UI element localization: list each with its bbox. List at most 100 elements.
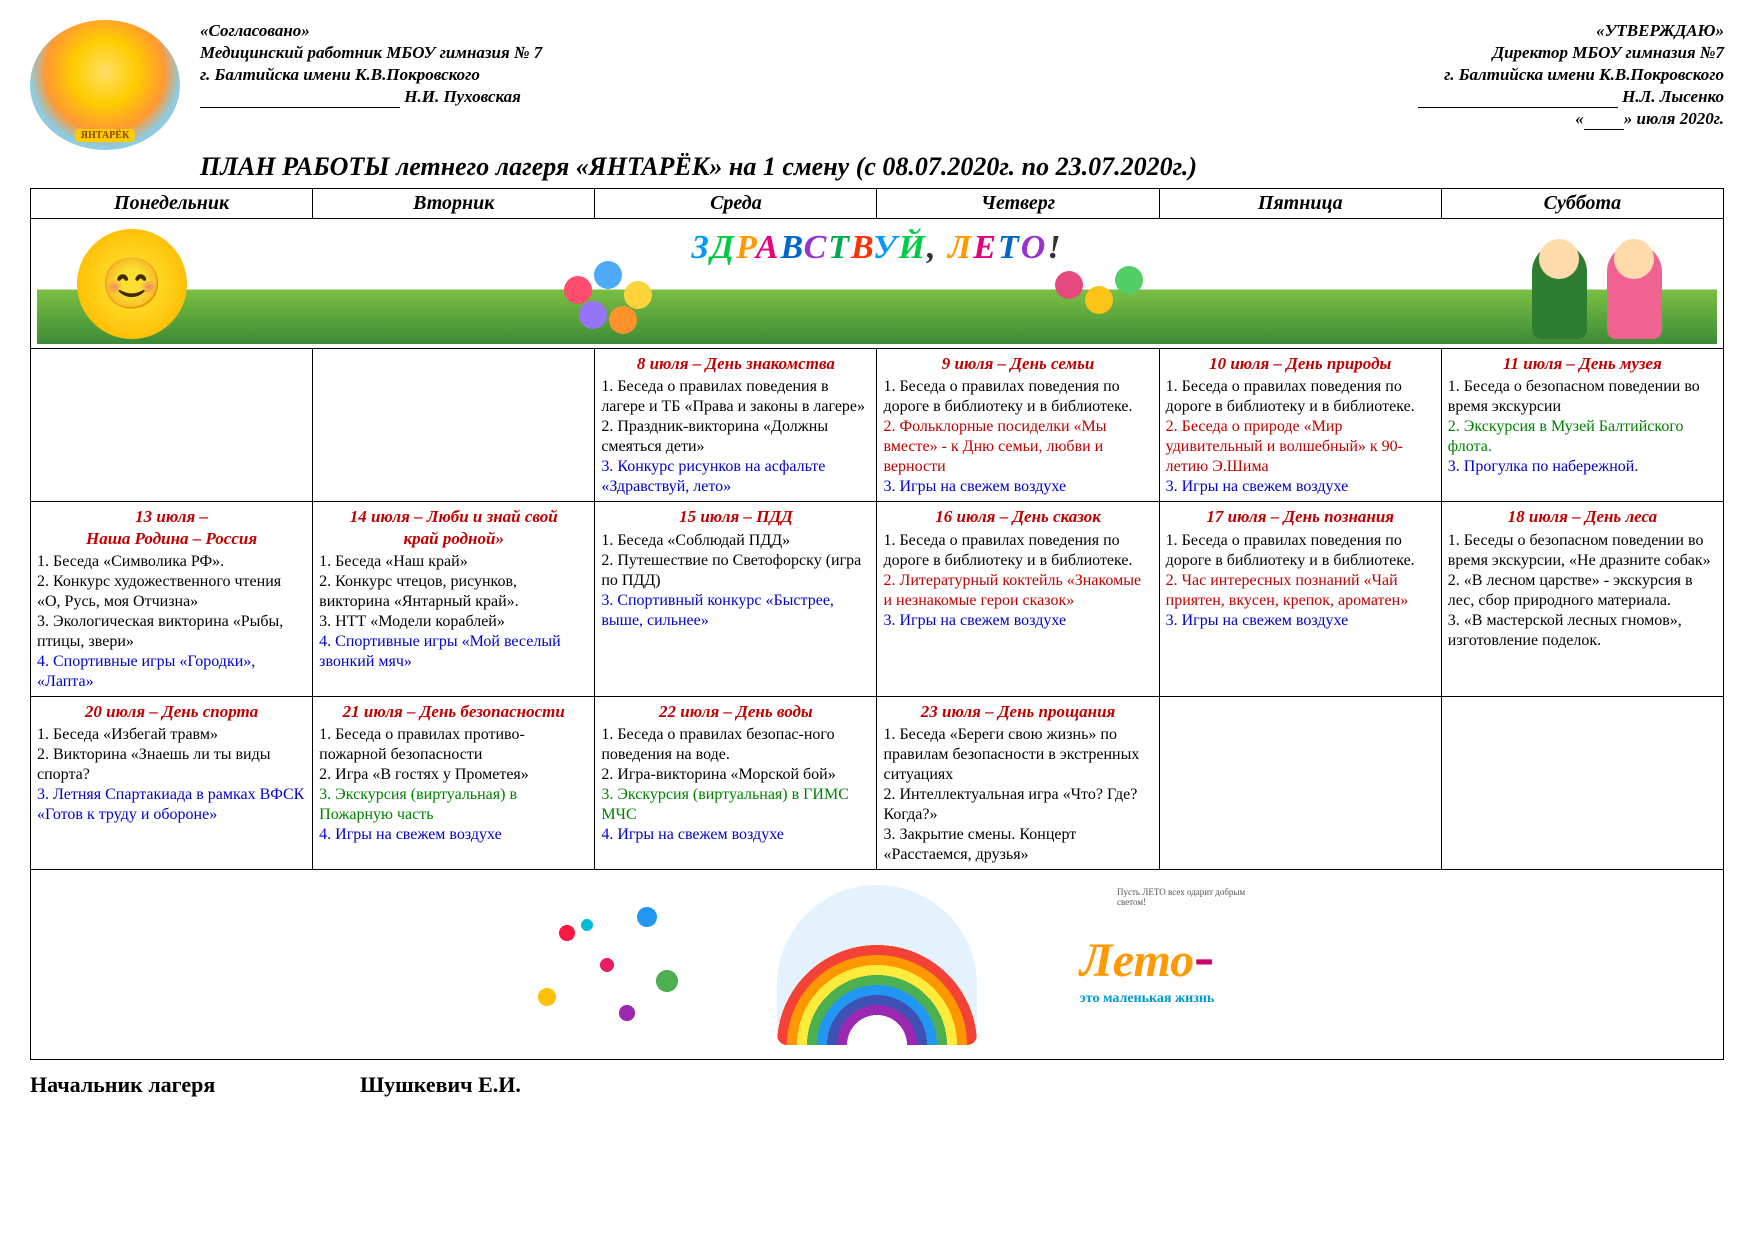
approval-right-date: » июля 2020г.: [1624, 109, 1724, 128]
header-mon: Понедельник: [31, 189, 313, 219]
event-item: 2. Беседа о природе «Мир удивительный и …: [1166, 417, 1435, 477]
approval-left-name: Н.И. Пуховская: [404, 87, 521, 106]
flower-decoration: [1040, 254, 1160, 344]
event-item: 2. «В лесном царстве» - экскурсия в лес,…: [1448, 571, 1717, 611]
day-title: 16 июля – День сказок: [883, 506, 1152, 530]
approval-left-line3: г. Балтийска имени К.В.Покровского: [200, 65, 480, 84]
event-item: 3. Игры на свежем воздухе: [883, 477, 1152, 497]
sun-icon: [77, 229, 187, 339]
event-item: 1. Беседа о безопасном поведении во врем…: [1448, 377, 1717, 417]
signature-line-left: [200, 107, 400, 108]
event-item: 1. Беседа о правилах поведения по дороге…: [1166, 531, 1435, 571]
event-item: 1. Беседа «Соблюдай ПДД»: [601, 531, 870, 551]
event-item: 2. Викторина «Знаешь ли ты виды спорта?: [37, 745, 306, 785]
event-item: 4. Игры на свежем воздухе: [319, 825, 588, 845]
leto-main-text: Лето: [1080, 933, 1194, 988]
day-jul-17: 17 июля – День познания1. Беседа о прави…: [1159, 502, 1441, 697]
approval-right-line3: г. Балтийска имени К.В.Покровского: [1444, 65, 1724, 84]
approval-right-line2: Директор МБОУ гимназия №7: [1492, 43, 1724, 62]
day-jul-20: 20 июля – День спорта1. Беседа «Избегай …: [31, 696, 313, 869]
event-item: 4. Спортивные игры «Мой веселый звонкий …: [319, 632, 588, 672]
approval-right-line1: «УТВЕРЖДАЮ»: [1596, 21, 1724, 40]
approval-right-block: «УТВЕРЖДАЮ» Директор МБОУ гимназия №7 г.…: [1304, 20, 1724, 130]
approval-left-block: «Согласовано» Медицинский работник МБОУ …: [200, 20, 1304, 108]
day-jul-10: 10 июля – День природы1. Беседа о правил…: [1159, 349, 1441, 502]
event-item: 3. Игры на свежем воздухе: [883, 611, 1152, 631]
empty-cell: [1441, 696, 1723, 869]
signatures-block: Начальник лагеря Шушкевич Е.И.: [30, 1072, 1724, 1098]
date-blank: [1584, 129, 1624, 130]
event-item: 2. Интеллектуальная игра «Что? Где? Когд…: [883, 785, 1152, 825]
flower-decoration: [554, 254, 674, 344]
empty-cell: [1159, 696, 1441, 869]
plan-table: Понедельник Вторник Среда Четверг Пятниц…: [30, 188, 1724, 1060]
approval-right-name: Н.Л. Лысенко: [1622, 87, 1724, 106]
leto-small-caption: Пусть ЛЕТО всех одарит добрым светом!: [1117, 887, 1257, 907]
event-item: 4. Спортивные игры «Городки», «Лапта»: [37, 652, 306, 692]
week-row-2: 13 июля –Наша Родина – Россия1. Беседа «…: [31, 502, 1724, 697]
event-item: 1. Беседа «Береги свою жизнь» по правила…: [883, 725, 1152, 785]
header-fri: Пятница: [1159, 189, 1441, 219]
day-title: 20 июля – День спорта: [37, 701, 306, 725]
kids-icon: [1527, 224, 1667, 344]
event-item: 3. Закрытие смены. Концерт «Расстаемся, …: [883, 825, 1152, 865]
footer-image-row: Пусть ЛЕТО всех одарит добрым светом! Ле…: [31, 870, 1724, 1060]
day-title: 18 июля – День леса: [1448, 506, 1717, 530]
signature-name: Шушкевич Е.И.: [360, 1072, 521, 1098]
event-item: 1. Беседа «Наш край»: [319, 552, 588, 572]
day-title: 21 июля – День безопасности: [319, 701, 588, 725]
event-item: 3. Летняя Спартакиада в рамках ВФСК «Гот…: [37, 785, 306, 825]
event-item: 2. Путешествие по Светофорску (игра по П…: [601, 551, 870, 591]
leto-logo: Пусть ЛЕТО всех одарит добрым светом! Ле…: [1047, 885, 1247, 1045]
empty-cell: [313, 349, 595, 502]
day-jul-08: 8 июля – День знакомства1. Беседа о прав…: [595, 349, 877, 502]
event-item: 2. Час интересных познаний «Чай приятен,…: [1166, 571, 1435, 611]
header-thu: Четверг: [877, 189, 1159, 219]
day-title: 13 июля –Наша Родина – Россия: [37, 506, 306, 552]
event-item: 3. НТТ «Модели кораблей»: [319, 612, 588, 632]
event-item: 3. Экскурсия (виртуальная) в Пожарную ча…: [319, 785, 588, 825]
event-item: 3. Спортивный конкурс «Быстрее, выше, си…: [601, 591, 870, 631]
day-jul-22: 22 июля – День воды1. Беседа о правилах …: [595, 696, 877, 869]
event-item: 3. «В мастерской лесных гномов», изготов…: [1448, 611, 1717, 651]
document-title: ПЛАН РАБОТЫ летнего лагеря «ЯНТАРЁК» на …: [200, 152, 1724, 182]
day-title: 15 июля – ПДД: [601, 506, 870, 530]
event-item: 2. Литературный коктейль «Знакомые и нез…: [883, 571, 1152, 611]
event-item: 1. Беседа о правилах поведения по дороге…: [883, 377, 1152, 417]
event-item: 1. Беседа «Символика РФ».: [37, 552, 306, 572]
day-title: 11 июля – День музея: [1448, 353, 1717, 377]
day-title: 22 июля – День воды: [601, 701, 870, 725]
approval-left-line1: «Согласовано»: [200, 21, 310, 40]
rainbow-icon: [777, 885, 977, 1045]
banner-row: ЗДРАВСТВУЙ, ЛЕТО!: [31, 219, 1724, 349]
week-row-3: 20 июля – День спорта1. Беседа «Избегай …: [31, 696, 1724, 869]
weekday-header-row: Понедельник Вторник Среда Четверг Пятниц…: [31, 189, 1724, 219]
header-tue: Вторник: [313, 189, 595, 219]
day-title: 9 июля – День семьи: [883, 353, 1152, 377]
week-row-1: 8 июля – День знакомства 1. Беседа о прав…: [31, 349, 1724, 502]
event-item: 3. Игры на свежем воздухе: [1166, 477, 1435, 497]
day-title: 23 июля – День прощания: [883, 701, 1152, 725]
day-jul-15: 15 июля – ПДД1. Беседа «Соблюдай ПДД»2. …: [595, 502, 877, 697]
header-sat: Суббота: [1441, 189, 1723, 219]
header-wed: Среда: [595, 189, 877, 219]
event-item: 3. Экскурсия (виртуальная) в ГИМС МЧС: [601, 785, 870, 825]
day-title: 8 июля – День знакомства: [601, 353, 870, 377]
event-item: 2. Конкурс чтецов, рисунков, викторина «…: [319, 572, 588, 612]
event-item: 2. Игра-викторина «Морской бой»: [601, 765, 870, 785]
empty-cell: [31, 349, 313, 502]
day-jul-18: 18 июля – День леса1. Беседы о безопасно…: [1441, 502, 1723, 697]
day-jul-14: 14 июля – Люби и знай свойкрай родной»1.…: [313, 502, 595, 697]
day-title: 10 июля – День природы: [1166, 353, 1435, 377]
event-item: 3. Игры на свежем воздухе: [1166, 611, 1435, 631]
event-item: 1. Беседа о правилах поведения по дороге…: [1166, 377, 1435, 417]
day-jul-11: 11 июля – День музея1. Беседа о безопасн…: [1441, 349, 1723, 502]
camp-logo-icon: [30, 20, 180, 150]
leto-sub-text: это маленькая жизнь: [1080, 991, 1215, 1007]
document-header: «Согласовано» Медицинский работник МБОУ …: [30, 20, 1724, 150]
day-title: 14 июля – Люби и знай свойкрай родной»: [319, 506, 588, 552]
banner-title: ЗДРАВСТВУЙ, ЛЕТО!: [691, 229, 1062, 267]
day-jul-23: 23 июля – День прощания1. Беседа «Береги…: [877, 696, 1159, 869]
event-item: 1. Беседа о правилах безопас-ного поведе…: [601, 725, 870, 765]
confetti-icon: [507, 885, 707, 1045]
